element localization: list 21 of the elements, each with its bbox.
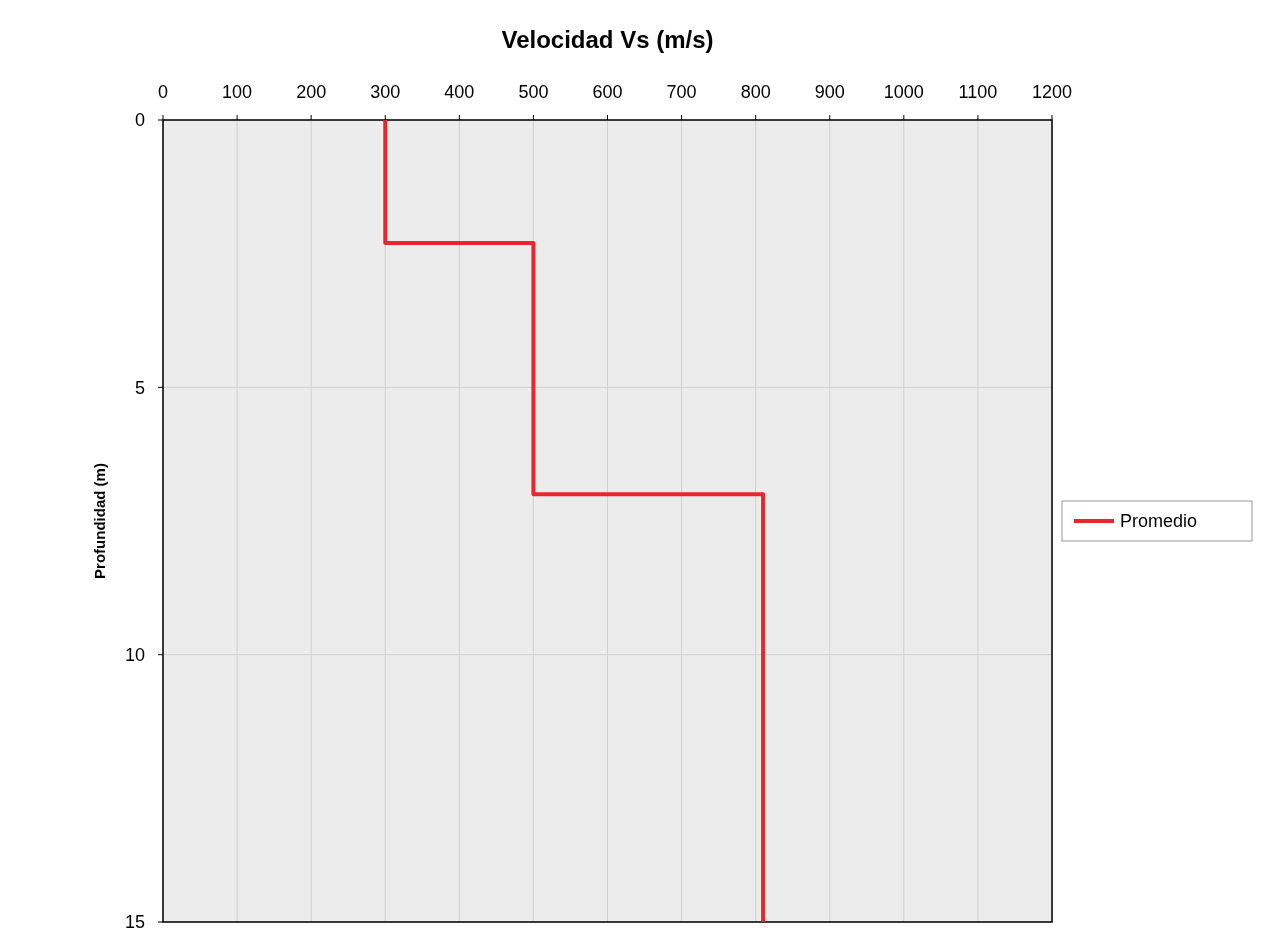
y-tick-label: 5	[134, 377, 145, 398]
line-series	[383, 118, 766, 924]
y-tick-label: 15	[124, 912, 145, 933]
x-tick-label: 1100	[958, 82, 998, 102]
x-tick-label: 1200	[1031, 82, 1073, 102]
y-tick-label: 0	[134, 110, 145, 131]
x-axis-title: Velocidad Vs (m/s)	[501, 26, 714, 53]
x-tick-label: 0	[157, 82, 169, 102]
x-tick-label: 700	[666, 82, 697, 102]
x-tick-label: 900	[814, 82, 845, 102]
x-tick-label: 600	[592, 82, 623, 102]
x-tick-label: 800	[740, 82, 771, 102]
x-tick-label: 400	[444, 82, 475, 102]
x-tick-label: 500	[518, 82, 549, 102]
y-axis-title: Profundidad (m)	[91, 463, 108, 579]
x-tick-label: 200	[296, 82, 327, 102]
y-tick-label: 10	[124, 644, 145, 665]
x-tick-label: 100	[222, 82, 253, 102]
legend-label: Promedio	[1120, 511, 1198, 532]
x-tick-label: 1000	[883, 82, 924, 102]
x-tick-label: 300	[370, 82, 401, 102]
